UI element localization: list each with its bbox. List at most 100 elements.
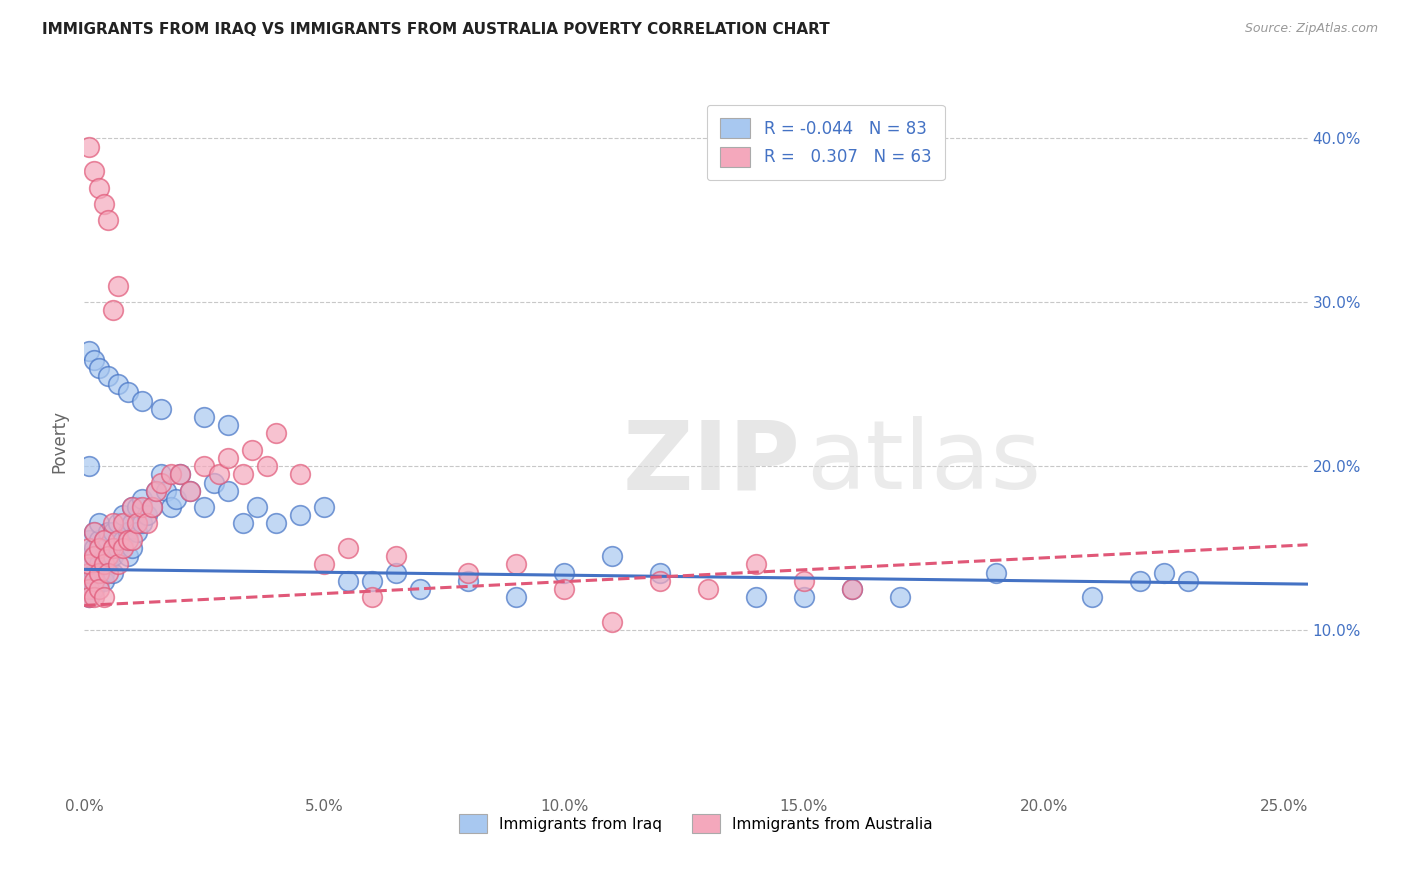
Point bbox=[111, 541, 134, 555]
Point bbox=[83, 549, 105, 564]
Point bbox=[121, 533, 143, 547]
Point bbox=[121, 541, 143, 555]
Point bbox=[77, 533, 100, 547]
Point bbox=[93, 197, 115, 211]
Point bbox=[87, 541, 110, 555]
Point bbox=[150, 467, 173, 482]
Point bbox=[121, 500, 143, 514]
Point bbox=[159, 500, 181, 514]
Point bbox=[165, 491, 187, 506]
Point bbox=[127, 500, 149, 514]
Point bbox=[155, 483, 177, 498]
Point bbox=[217, 450, 239, 465]
Point bbox=[135, 516, 157, 531]
Point bbox=[77, 574, 100, 588]
Point bbox=[101, 524, 124, 539]
Point bbox=[87, 180, 110, 194]
Point bbox=[793, 591, 815, 605]
Point bbox=[93, 533, 115, 547]
Point bbox=[107, 558, 129, 572]
Point bbox=[97, 558, 120, 572]
Point bbox=[889, 591, 911, 605]
Point bbox=[83, 164, 105, 178]
Point bbox=[217, 418, 239, 433]
Point bbox=[97, 549, 120, 564]
Point bbox=[648, 566, 671, 580]
Point bbox=[117, 533, 139, 547]
Point bbox=[193, 500, 215, 514]
Point bbox=[111, 533, 134, 547]
Point bbox=[77, 591, 100, 605]
Point bbox=[314, 558, 336, 572]
Text: IMMIGRANTS FROM IRAQ VS IMMIGRANTS FROM AUSTRALIA POVERTY CORRELATION CHART: IMMIGRANTS FROM IRAQ VS IMMIGRANTS FROM … bbox=[42, 22, 830, 37]
Point bbox=[97, 566, 120, 580]
Point bbox=[131, 516, 153, 531]
Point bbox=[87, 566, 110, 580]
Point bbox=[77, 582, 100, 596]
Point bbox=[553, 566, 575, 580]
Point bbox=[93, 591, 115, 605]
Point bbox=[121, 516, 143, 531]
Point bbox=[107, 541, 129, 555]
Point bbox=[208, 467, 231, 482]
Point bbox=[83, 524, 105, 539]
Point bbox=[264, 516, 287, 531]
Point bbox=[107, 516, 129, 531]
Point bbox=[457, 574, 479, 588]
Point bbox=[77, 558, 100, 572]
Point bbox=[290, 508, 312, 523]
Y-axis label: Poverty: Poverty bbox=[51, 410, 69, 473]
Point bbox=[841, 582, 863, 596]
Point bbox=[101, 549, 124, 564]
Point bbox=[337, 541, 360, 555]
Point bbox=[169, 467, 191, 482]
Point bbox=[83, 352, 105, 367]
Point bbox=[745, 558, 768, 572]
Point bbox=[232, 516, 254, 531]
Point bbox=[117, 524, 139, 539]
Point bbox=[1129, 574, 1152, 588]
Point bbox=[97, 213, 120, 227]
Point bbox=[457, 566, 479, 580]
Point bbox=[337, 574, 360, 588]
Point bbox=[984, 566, 1007, 580]
Point bbox=[145, 483, 167, 498]
Point bbox=[107, 278, 129, 293]
Point bbox=[505, 558, 527, 572]
Point bbox=[101, 541, 124, 555]
Point bbox=[87, 558, 110, 572]
Point bbox=[141, 500, 163, 514]
Point bbox=[135, 508, 157, 523]
Point bbox=[107, 533, 129, 547]
Point bbox=[361, 574, 384, 588]
Point bbox=[93, 574, 115, 588]
Point bbox=[101, 566, 124, 580]
Point bbox=[314, 500, 336, 514]
Point bbox=[232, 467, 254, 482]
Point bbox=[83, 541, 105, 555]
Point bbox=[77, 459, 100, 474]
Point bbox=[290, 467, 312, 482]
Point bbox=[385, 566, 408, 580]
Point bbox=[83, 582, 105, 596]
Point bbox=[87, 533, 110, 547]
Point bbox=[117, 549, 139, 564]
Point bbox=[127, 516, 149, 531]
Point bbox=[111, 508, 134, 523]
Point bbox=[101, 516, 124, 531]
Text: Source: ZipAtlas.com: Source: ZipAtlas.com bbox=[1244, 22, 1378, 36]
Point bbox=[97, 533, 120, 547]
Point bbox=[240, 442, 263, 457]
Point bbox=[107, 377, 129, 392]
Text: atlas: atlas bbox=[806, 417, 1042, 509]
Point bbox=[264, 426, 287, 441]
Point bbox=[145, 483, 167, 498]
Point bbox=[745, 591, 768, 605]
Point bbox=[83, 574, 105, 588]
Point bbox=[127, 524, 149, 539]
Text: ZIP: ZIP bbox=[623, 417, 800, 509]
Point bbox=[87, 582, 110, 596]
Point bbox=[179, 483, 201, 498]
Point bbox=[131, 500, 153, 514]
Point bbox=[77, 139, 100, 153]
